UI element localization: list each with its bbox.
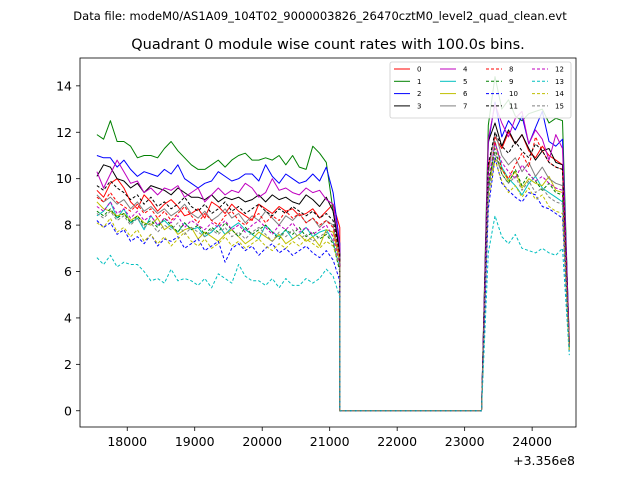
legend-label: 0 — [417, 66, 421, 74]
y-tick-label: 0 — [64, 403, 72, 418]
series-13-line — [96, 215, 570, 412]
legend-label: 11 — [509, 102, 518, 110]
legend-label: 9 — [509, 78, 513, 86]
y-tick-label: 10 — [56, 171, 72, 186]
series-layer — [96, 76, 570, 412]
legend-label: 2 — [417, 90, 421, 98]
x-tick-label: 19000 — [175, 434, 215, 449]
legend-label: 14 — [555, 90, 564, 98]
series-14-line — [96, 159, 570, 412]
legend-label: 7 — [463, 102, 467, 110]
y-tick-label: 12 — [56, 125, 72, 140]
series-11-line — [96, 131, 570, 412]
legend-label: 3 — [417, 102, 421, 110]
series-0-line — [96, 131, 570, 412]
y-tick-label: 8 — [64, 218, 72, 233]
series-8-line — [96, 136, 570, 412]
chart-title: Quadrant 0 module wise count rates with … — [131, 37, 525, 53]
x-tick-label: 20000 — [242, 434, 282, 449]
legend-label: 12 — [555, 66, 564, 74]
x-axis: 18000 19000 20000 21000 22000 23000 24000 — [107, 427, 552, 449]
series-9-line — [96, 148, 570, 412]
x-offset-label: +3.356e8 — [513, 453, 575, 468]
legend-label: 10 — [509, 90, 518, 98]
series-3-line — [96, 122, 570, 412]
x-tick-label: 18000 — [107, 434, 147, 449]
y-tick-label: 4 — [64, 310, 72, 325]
x-tick-label: 24000 — [512, 434, 552, 449]
legend-label: 6 — [463, 90, 468, 98]
x-tick-label: 22000 — [377, 434, 417, 449]
y-tick-label: 6 — [64, 264, 72, 279]
series-10-line — [96, 157, 570, 412]
legend-label: 4 — [463, 66, 468, 74]
series-15-line — [96, 152, 570, 412]
legend-label: 1 — [417, 78, 421, 86]
series-7-line — [96, 131, 570, 412]
x-tick-label: 21000 — [310, 434, 350, 449]
series-12-line — [96, 143, 570, 412]
legend-box — [389, 61, 572, 119]
legend-label: 5 — [463, 78, 467, 86]
y-tick-label: 14 — [56, 78, 72, 93]
legend-label: 13 — [555, 78, 564, 86]
legend-label: 8 — [509, 66, 513, 74]
plot-frame — [79, 57, 577, 428]
y-tick-label: 2 — [64, 357, 72, 372]
y-axis: 0 2 4 6 8 10 12 14 — [56, 78, 80, 418]
series-2-line — [96, 101, 570, 412]
figure-suptitle: Data file: modeM0/AS1A09_104T02_90000038… — [73, 9, 567, 23]
x-tick-label: 23000 — [445, 434, 485, 449]
legend-label: 15 — [555, 102, 564, 110]
series-4-line — [96, 103, 570, 412]
